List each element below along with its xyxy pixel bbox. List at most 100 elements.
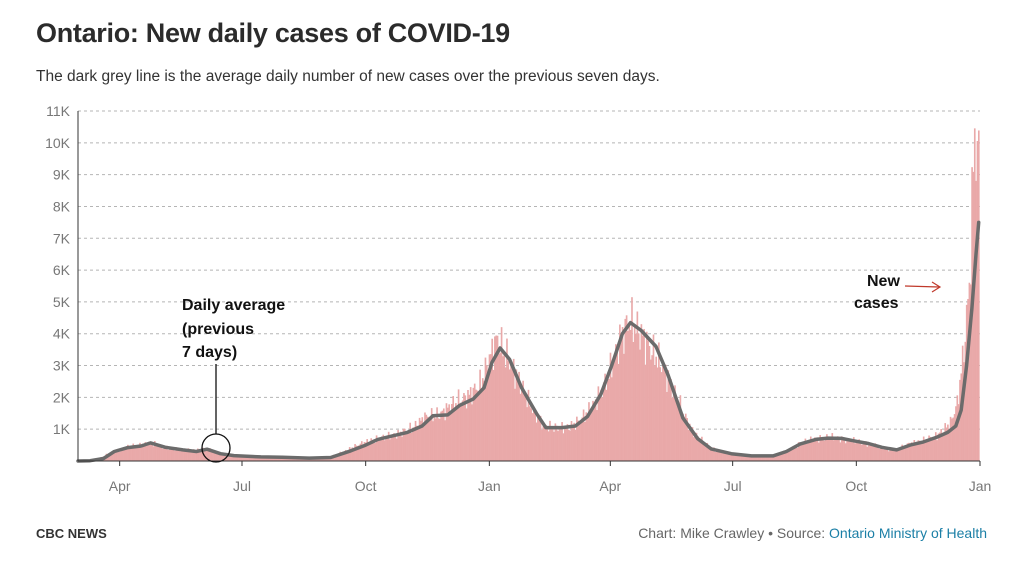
case-bar [859,442,862,461]
case-bar [346,451,348,461]
case-bar [140,447,143,461]
case-bar [479,369,481,461]
case-bar [914,445,917,461]
x-tick-label: Jul [724,478,742,494]
case-bar [562,433,565,461]
case-bar [148,441,151,461]
y-tick-label: 9K [53,167,71,183]
case-bar [196,448,199,461]
case-bar [867,442,870,461]
case-bar [601,397,604,461]
case-bar [106,454,109,461]
case-bar [800,443,803,461]
case-bar [718,451,721,461]
case-bar [551,426,554,461]
case-bar [529,406,531,461]
case-bar [683,416,686,461]
y-tick-label: 2K [53,389,71,405]
case-bar [567,429,570,461]
case-bar [752,455,754,461]
case-bar [471,404,473,461]
case-bar [237,456,239,461]
average-annotation-line2: (previous [182,321,254,338]
case-bar [745,455,748,461]
case-bar [363,442,366,461]
case-bar [773,455,776,461]
case-bar [244,457,246,461]
case-bar [693,437,695,461]
case-bar [878,448,881,461]
credits: Chart: Mike Crawley • Source: Ontario Mi… [638,525,987,541]
case-bar [514,388,516,461]
case-bar [456,407,459,461]
case-bar [900,449,902,461]
case-bar [715,450,718,461]
case-bar [108,453,110,461]
case-bar [252,456,254,461]
case-bar [663,364,666,461]
case-bar [784,453,787,461]
case-bar [776,453,778,461]
case-bar [828,437,831,461]
case-bar [823,440,826,461]
case-bar [643,328,645,461]
case-bar [636,311,639,461]
case-bar [227,455,230,461]
case-bar [538,420,541,461]
case-bar [585,412,588,461]
case-bar [893,451,895,461]
case-bar [709,448,711,461]
case-bar [515,369,518,461]
case-bar [245,455,248,461]
case-bar [535,422,538,461]
case-bar [596,410,598,461]
case-bar [533,407,535,461]
case-bar [945,427,948,461]
case-bar [414,420,417,461]
case-bar [192,449,195,461]
case-bar [722,451,725,461]
case-bar [796,448,799,461]
case-bar [651,355,653,461]
case-bar [401,436,403,461]
case-bar [367,443,370,461]
case-bar [830,439,832,461]
case-bar [875,447,878,461]
case-bar [839,442,842,461]
case-bar [838,437,840,461]
case-bar [949,416,952,461]
case-bar [378,438,381,461]
source-link[interactable]: Ontario Ministry of Health [829,525,987,541]
case-bar [744,454,746,461]
case-bar [520,389,523,461]
case-bar [182,449,184,461]
case-bar [226,454,229,461]
case-bar [144,442,147,461]
chart-subtitle: The dark grey line is the average daily … [36,68,660,85]
case-bar [347,450,350,461]
case-bar [809,436,812,461]
case-bar [253,457,256,461]
case-bar [668,380,671,461]
case-bar [928,435,930,461]
new-cases-arrow-head [931,281,942,293]
case-bar [484,357,487,461]
case-bar [254,457,257,461]
case-bar [894,449,897,461]
case-bar [738,455,741,461]
case-bar [176,449,179,461]
case-bar [241,455,243,461]
case-bar [902,447,905,461]
case-bar [198,449,200,461]
case-bar [249,457,252,461]
case-bar [593,402,596,461]
case-bar [764,455,766,461]
case-bar [801,444,804,461]
case-bar [125,448,128,461]
x-tick-label: Jan [969,478,992,494]
case-bars [78,128,980,462]
case-bar [580,422,582,461]
case-bar [879,445,882,461]
case-bar [951,418,953,461]
case-bar [160,444,163,461]
